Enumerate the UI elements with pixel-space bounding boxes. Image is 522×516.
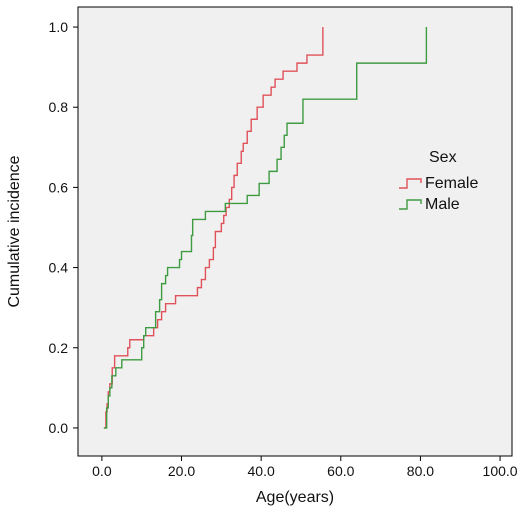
series-line-male: [103, 27, 428, 429]
legend-title: Sex: [429, 149, 457, 166]
y-tick-label: 0.6: [49, 179, 69, 195]
x-tick-label: 80.0: [407, 463, 434, 479]
y-tick-label: 0.4: [49, 260, 69, 276]
x-tick-label: 0.0: [92, 463, 112, 479]
y-axis-label: Cumulative incidence: [6, 155, 23, 307]
axis-ticks: 0.0 20.0 40.0 60.0 80.0 100.0 0.0 0.2 0.4 0.6 0.8 1…: [49, 19, 518, 479]
x-tick-label: 60.0: [327, 463, 354, 479]
x-tick-label: 100.0: [483, 463, 518, 479]
y-tick-label: 0.8: [49, 99, 69, 115]
x-tick-label: 40.0: [248, 463, 275, 479]
legend-label-male: Male: [425, 196, 460, 213]
legend-label-female: Female: [425, 175, 478, 192]
legend-swatch-male: [399, 199, 422, 210]
y-tick-label: 1.0: [49, 19, 69, 35]
x-axis-label: Age(years): [256, 489, 334, 506]
series-layer: [103, 27, 428, 429]
legend: Sex Female Male: [399, 149, 478, 213]
x-tick-label: 20.0: [168, 463, 195, 479]
y-tick-label: 0.2: [49, 340, 69, 356]
plot-area: [77, 6, 513, 457]
y-tick-label: 0.0: [49, 420, 69, 436]
legend-swatch-female: [399, 178, 422, 189]
series-line-female: [103, 27, 324, 429]
